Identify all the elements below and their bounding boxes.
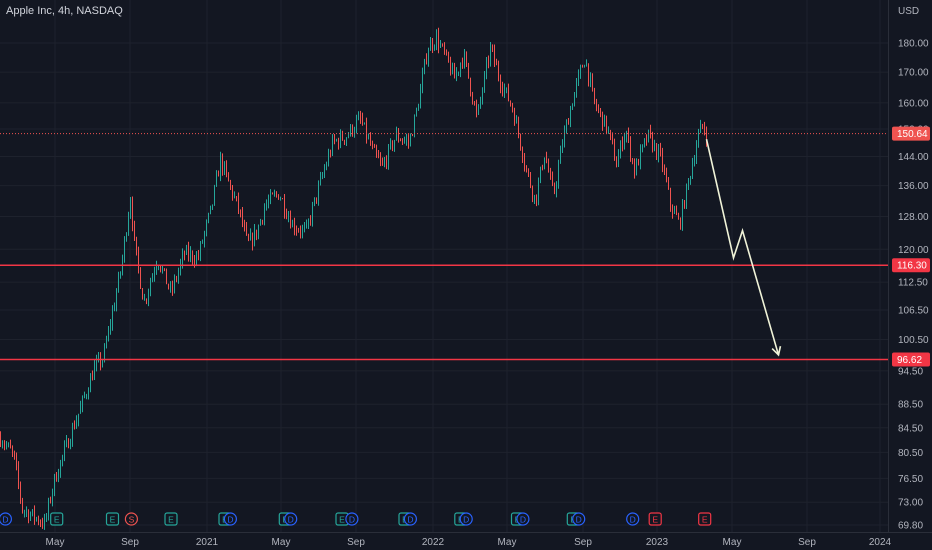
event-marker-dividend[interactable]: D: [459, 512, 473, 526]
time-axis[interactable]: May Sep 2021 May Sep 2022 May Sep 2023 May Sep 2024: [46, 537, 892, 548]
event-marker-label: E: [110, 515, 116, 525]
event-marker-badge: [284, 512, 298, 526]
event-marker-badge: [516, 512, 530, 526]
price-tick-label: 120.00: [898, 245, 929, 256]
event-marker-badge: [626, 512, 640, 526]
price-tick-label: 160.00: [898, 98, 929, 109]
price-tick-label: 94.50: [898, 366, 923, 377]
event-marker-label: D: [349, 515, 355, 525]
projection-arrow-layer: [705, 138, 782, 357]
price-tags-layer: 150.64 116.30 96.62: [892, 126, 930, 367]
time-tick-label: 2022: [422, 537, 445, 548]
price-tick-label: 106.50: [898, 306, 929, 317]
price-tick-label: 80.50: [898, 448, 923, 459]
price-tick-label: 100.50: [898, 335, 929, 346]
candles-layer: [0, 27, 707, 530]
grid-layer: [0, 0, 888, 532]
time-tick-label: May: [723, 537, 742, 548]
last-price-tag-background: [892, 126, 930, 141]
event-marker-badge: [648, 512, 662, 526]
event-marker-dividend[interactable]: D: [403, 512, 417, 526]
levels-layer: [0, 133, 888, 361]
price-tick-label: 84.50: [898, 423, 923, 434]
event-marker-badge: [698, 512, 712, 526]
price-tick-label: 88.50: [898, 400, 923, 411]
projection-arrow[interactable]: [705, 138, 780, 356]
price-tick-label: 69.80: [898, 521, 923, 532]
level-price-tag-background: [892, 258, 930, 273]
projection-arrowhead: [771, 345, 782, 357]
price-tick-label: 170.00: [898, 68, 929, 79]
time-tick-label: 2024: [869, 537, 892, 548]
event-marker-badge: [403, 512, 417, 526]
event-marker-earnings_future[interactable]: E: [698, 512, 712, 526]
event-marker-label: D: [407, 515, 413, 525]
event-marker-dividend[interactable]: D: [572, 512, 586, 526]
event-marker-dividend[interactable]: D: [345, 512, 359, 526]
level-price-tag: 96.62: [892, 352, 930, 367]
time-tick-label: Sep: [347, 537, 365, 548]
event-marker-dividend[interactable]: D: [516, 512, 530, 526]
event-marker-label: D: [227, 515, 233, 525]
event-marker-label: D: [520, 515, 526, 525]
event-marker-label: D: [630, 515, 636, 525]
level-price-tag-background: [892, 352, 930, 367]
event-marker-label: S: [129, 515, 135, 525]
price-tick-label: 76.50: [898, 474, 923, 485]
event-marker-badge: [50, 512, 64, 526]
time-tick-label: May: [272, 537, 291, 548]
chart-title: Apple Inc, 4h, NASDAQ: [6, 5, 123, 17]
event-marker-earnings[interactable]: E: [164, 512, 178, 526]
event-marker-badge: [105, 512, 120, 526]
level-price-tag: 116.30: [892, 258, 930, 273]
time-tick-label: Sep: [121, 537, 139, 548]
event-marker-label: E: [652, 515, 658, 525]
event-markers-layer: DEESEEDEDEDEDEDEDEDDEE: [0, 512, 712, 526]
event-marker-label: D: [288, 515, 294, 525]
time-tick-label: Sep: [798, 537, 816, 548]
event-marker-dividend[interactable]: D: [0, 512, 12, 526]
last-price-tag: 150.64: [892, 126, 930, 141]
event-marker-label: E: [54, 515, 60, 525]
event-marker-badge: [124, 512, 138, 526]
event-marker-dividend[interactable]: D: [626, 512, 640, 526]
event-marker-label: D: [576, 515, 582, 525]
event-marker-earnings[interactable]: E: [105, 512, 120, 526]
price-tick-label: 112.50: [898, 278, 928, 289]
event-marker-badge: [223, 512, 237, 526]
event-marker-badge: [572, 512, 586, 526]
event-marker-split[interactable]: S: [124, 512, 138, 526]
event-marker-label: E: [168, 515, 174, 525]
time-tick-label: May: [46, 537, 65, 548]
price-tick-label: 180.00: [898, 39, 929, 50]
event-marker-badge: [345, 512, 359, 526]
event-marker-earnings[interactable]: E: [50, 512, 64, 526]
time-tick-label: 2021: [196, 537, 219, 548]
event-marker-badge: [164, 512, 178, 526]
level-price-tag-text: 116.30: [897, 261, 927, 272]
time-tick-label: May: [498, 537, 517, 548]
price-tick-label: 73.00: [898, 498, 923, 509]
event-marker-dividend[interactable]: D: [223, 512, 237, 526]
time-tick-label: 2023: [646, 537, 669, 548]
event-marker-label: E: [339, 515, 345, 525]
price-axis[interactable]: 69.80 73.00 76.50 80.50 84.50 88.50 94.50 100.5…: [898, 39, 929, 532]
price-tick-label: 144.00: [898, 152, 929, 163]
price-tick-label: 128.00: [898, 212, 929, 223]
price-tick-label: 136.00: [898, 181, 929, 192]
event-marker-label: E: [702, 515, 708, 525]
event-marker-dividend[interactable]: D: [284, 512, 298, 526]
last-price-tag-text: 150.64: [897, 129, 928, 140]
level-price-tag-text: 96.62: [897, 355, 922, 366]
event-marker-badge: [459, 512, 473, 526]
event-marker-earnings_future[interactable]: E: [648, 512, 662, 526]
event-marker-badge: [0, 512, 12, 526]
time-tick-label: Sep: [574, 537, 592, 548]
event-marker-label: D: [463, 515, 469, 525]
currency-label: USD: [898, 6, 919, 17]
event-marker-label: D: [2, 515, 8, 525]
